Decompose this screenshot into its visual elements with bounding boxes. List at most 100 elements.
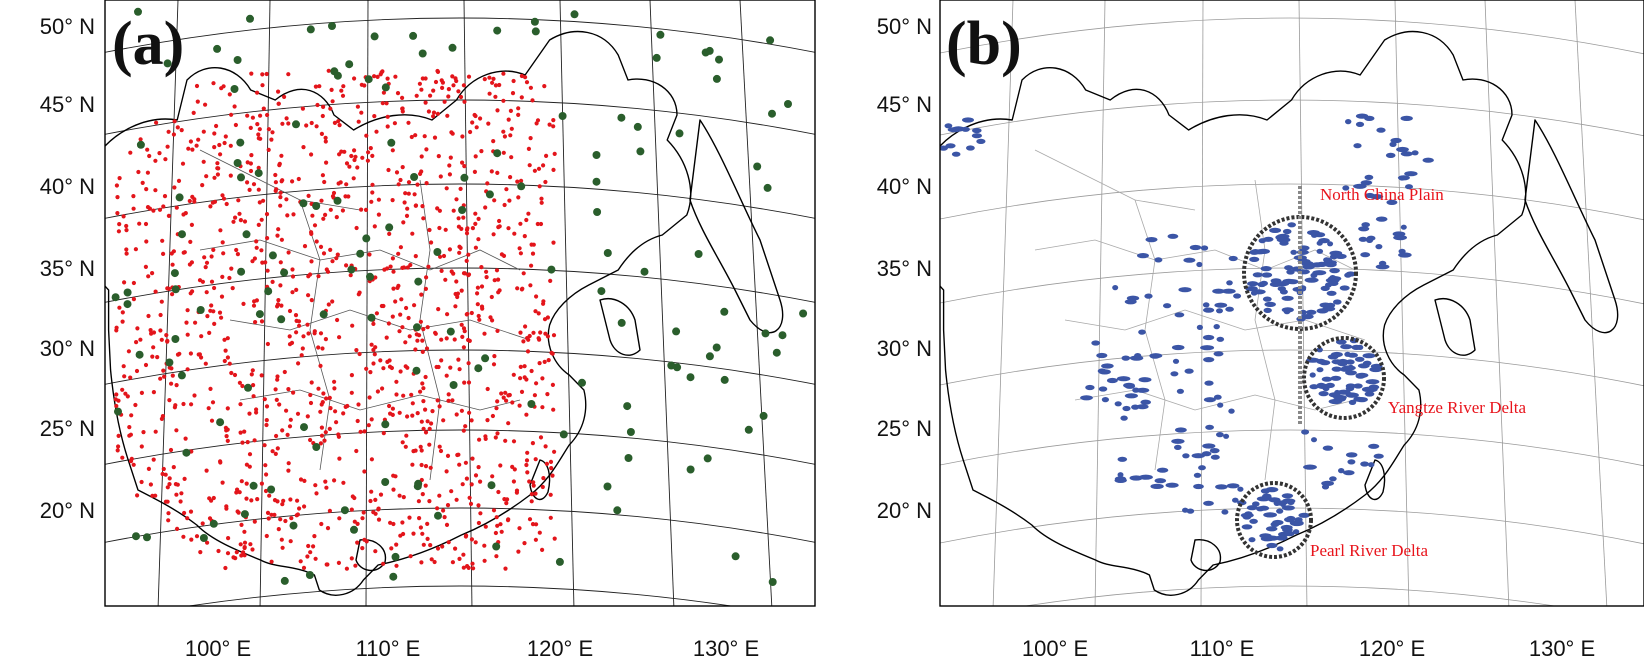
surface-site-marker [135, 326, 140, 331]
hotspot-marker [1150, 483, 1164, 489]
surface-site-marker [415, 338, 420, 343]
surface-site-marker [370, 153, 375, 158]
surface-site-marker [161, 368, 166, 373]
hotspot-marker [1323, 257, 1331, 263]
surface-site-marker [143, 264, 148, 269]
hotspot-marker [1397, 175, 1410, 181]
surface-site-marker [390, 406, 395, 411]
hotspot-marker [1279, 240, 1289, 246]
surface-site-marker [349, 153, 354, 159]
surface-site-marker [389, 546, 394, 551]
surface-site-marker [189, 537, 194, 542]
surface-site-marker [124, 251, 129, 256]
hotspot-marker [1263, 307, 1272, 313]
surface-site-marker [467, 410, 472, 415]
surface-site-marker [391, 286, 396, 291]
surface-site-marker [476, 520, 481, 526]
surface-site-marker [400, 325, 405, 330]
sounding-site-marker [458, 206, 467, 214]
sounding-site-marker [410, 173, 419, 181]
hotspot-marker [1183, 257, 1196, 263]
surface-site-marker [431, 110, 437, 115]
surface-site-marker [273, 451, 278, 456]
surface-site-marker [387, 358, 392, 363]
surface-site-marker [391, 269, 396, 274]
surface-site-marker [380, 101, 385, 106]
surface-site-marker [127, 425, 132, 430]
surface-site-marker [255, 122, 260, 127]
surface-site-marker [492, 354, 497, 359]
hotspot-marker [1331, 366, 1342, 372]
hotspot-marker [1330, 375, 1342, 381]
surface-site-marker [131, 297, 136, 302]
surface-site-marker [309, 380, 314, 385]
surface-site-marker [223, 348, 228, 353]
pearl-river-delta-circle [1235, 481, 1313, 559]
surface-site-marker [144, 239, 149, 244]
hotspot-marker [962, 117, 974, 123]
surface-site-marker [369, 417, 374, 422]
surface-site-marker [188, 351, 193, 356]
surface-site-marker [443, 227, 448, 232]
surface-site-marker [410, 401, 415, 406]
surface-site-marker [181, 534, 186, 539]
surface-site-marker [210, 400, 216, 405]
surface-site-marker [294, 513, 299, 518]
sounding-site-marker [778, 331, 787, 340]
surface-site-marker [507, 198, 512, 203]
surface-site-marker [532, 168, 538, 173]
surface-site-marker [385, 124, 390, 129]
hotspot-marker [1386, 199, 1398, 205]
surface-site-marker [534, 121, 539, 126]
surface-site-marker [117, 222, 122, 227]
hotspot-marker [1368, 443, 1380, 449]
hotspot-marker [1202, 302, 1210, 308]
sounding-site-marker [517, 182, 526, 191]
hotspot-marker [1200, 345, 1215, 351]
surface-site-marker [432, 559, 437, 565]
surface-site-marker [550, 382, 556, 387]
surface-site-marker [375, 389, 380, 394]
surface-site-marker [435, 68, 440, 74]
surface-site-marker [174, 205, 179, 210]
surface-site-marker [518, 221, 523, 226]
surface-site-marker [298, 559, 303, 564]
hotspot-marker [1237, 486, 1244, 492]
surface-site-marker [386, 167, 391, 173]
surface-site-marker [456, 89, 461, 94]
surface-site-marker [302, 478, 307, 483]
surface-site-marker [444, 186, 449, 191]
surface-site-marker [414, 93, 419, 98]
surface-site-marker [441, 508, 446, 513]
hotspot-marker [1345, 383, 1356, 389]
surface-site-marker [238, 218, 243, 223]
surface-site-marker [406, 191, 411, 196]
surface-site-marker [332, 478, 337, 483]
surface-site-marker [151, 208, 156, 213]
hotspot-marker [1250, 290, 1258, 296]
surface-site-marker [378, 358, 383, 363]
surface-site-marker [375, 74, 380, 79]
surface-site-marker [404, 305, 409, 311]
surface-site-marker [525, 470, 530, 475]
hotspot-marker [1225, 306, 1234, 312]
hotspot-marker [1373, 453, 1384, 459]
surface-site-marker [384, 101, 389, 106]
surface-site-marker [427, 426, 432, 431]
surface-site-marker [367, 252, 372, 257]
hotspot-marker [1172, 358, 1180, 364]
surface-site-marker [150, 354, 155, 359]
sounding-site-marker [761, 329, 770, 338]
surface-site-marker [251, 303, 257, 308]
surface-site-marker [341, 411, 346, 416]
surface-site-marker [499, 529, 504, 534]
surface-site-marker [223, 565, 228, 571]
surface-site-marker [240, 383, 245, 389]
hotspot-marker [1257, 281, 1267, 288]
surface-site-marker [517, 526, 522, 531]
surface-site-marker [275, 304, 280, 309]
surface-site-marker [521, 271, 526, 276]
surface-site-marker [279, 537, 284, 542]
surface-site-marker [128, 375, 133, 380]
surface-site-marker [261, 198, 266, 203]
